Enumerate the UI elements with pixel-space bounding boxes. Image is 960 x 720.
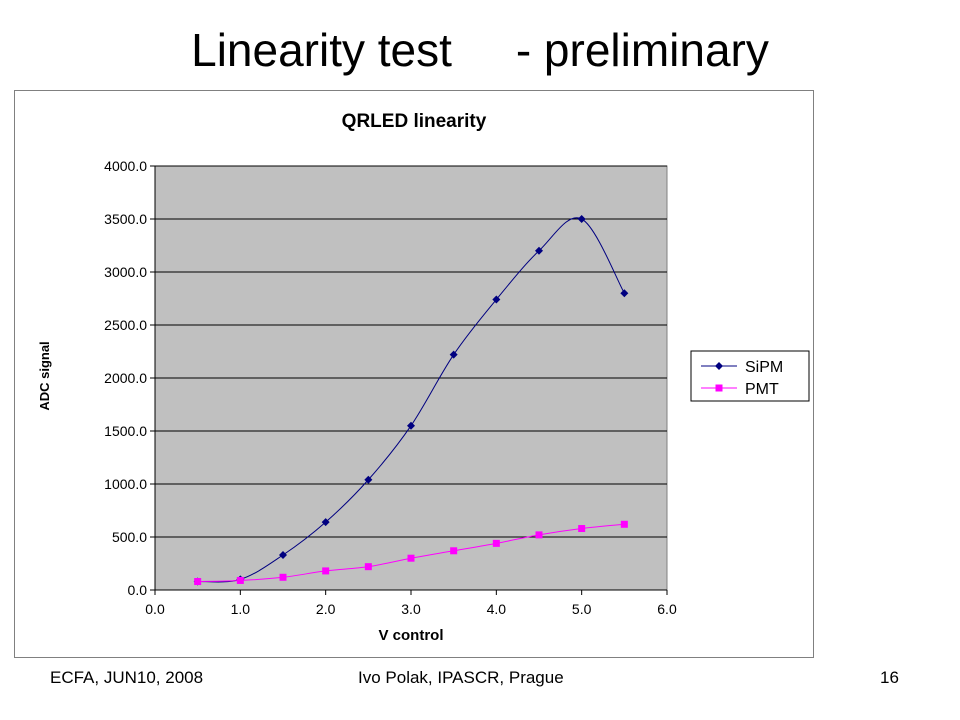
data-point-pmt [620, 520, 628, 528]
data-point-pmt [279, 573, 287, 581]
y-tick-label: 1000.0 [104, 476, 147, 492]
x-tick-label: 1.0 [231, 601, 251, 617]
data-point-sipm [492, 295, 501, 304]
data-point-sipm [535, 246, 543, 255]
data-point-pmt [535, 531, 543, 539]
x-tick-label: 3.0 [401, 601, 421, 617]
series-line-sipm [197, 217, 625, 583]
x-tick-label: 0.0 [145, 601, 165, 617]
x-axis-label: V control [378, 627, 443, 644]
data-point-sipm [407, 421, 415, 430]
data-point-pmt [492, 539, 500, 547]
y-tick-label: 2500.0 [104, 317, 147, 333]
y-tick-label: 4000.0 [104, 158, 147, 174]
x-tick-label: 6.0 [657, 601, 677, 617]
data-point-sipm [279, 551, 287, 560]
footer-event: ECFA, JUN10, 2008 [50, 668, 204, 687]
data-point-sipm [449, 350, 458, 359]
y-tick-label: 2000.0 [104, 370, 147, 386]
x-tick-label: 5.0 [572, 601, 592, 617]
legend-marker-pmt [715, 384, 723, 392]
legend-label-sipm: SiPM [745, 359, 783, 376]
legend-box [690, 350, 810, 402]
data-point-sipm [364, 475, 373, 484]
data-point-pmt [194, 578, 202, 586]
y-tick-label: 0.0 [128, 582, 148, 598]
data-point-pmt [364, 563, 372, 571]
chart-title: QRLED linearity [342, 111, 487, 132]
y-tick-label: 3500.0 [104, 211, 147, 227]
slide-title: Linearity test - preliminary [191, 24, 769, 76]
chart-area: QRLED linearity ADC signal V control 0.0… [14, 90, 814, 658]
legend: SiPM PMT [690, 350, 810, 402]
page-number: 16 [880, 668, 899, 687]
y-axis-label: ADC signal [37, 341, 52, 410]
data-point-pmt [236, 576, 244, 584]
footer-author: Ivo Polak, IPASCR, Prague [358, 668, 564, 687]
y-tick-label: 1500.0 [104, 423, 147, 439]
data-point-pmt [407, 554, 415, 562]
plot-area: 0.0 500.0 1000.0 1500.0 2000.0 2500.0 3000.0 35… [104, 158, 677, 617]
data-point-pmt [450, 547, 458, 555]
x-tick-label: 4.0 [487, 601, 507, 617]
line-chart: QRLED linearity ADC signal V control 0.0… [37, 111, 810, 644]
x-tick-label: 2.0 [316, 601, 336, 617]
data-point-sipm [321, 518, 330, 527]
legend-label-pmt: PMT [745, 381, 779, 398]
data-point-sipm [577, 215, 586, 223]
y-tick-label: 3000.0 [104, 264, 147, 280]
legend-marker-sipm [715, 362, 723, 370]
data-point-sipm [620, 289, 629, 298]
data-point-pmt [322, 567, 330, 575]
data-point-pmt [578, 525, 586, 533]
y-tick-label: 500.0 [112, 529, 147, 545]
